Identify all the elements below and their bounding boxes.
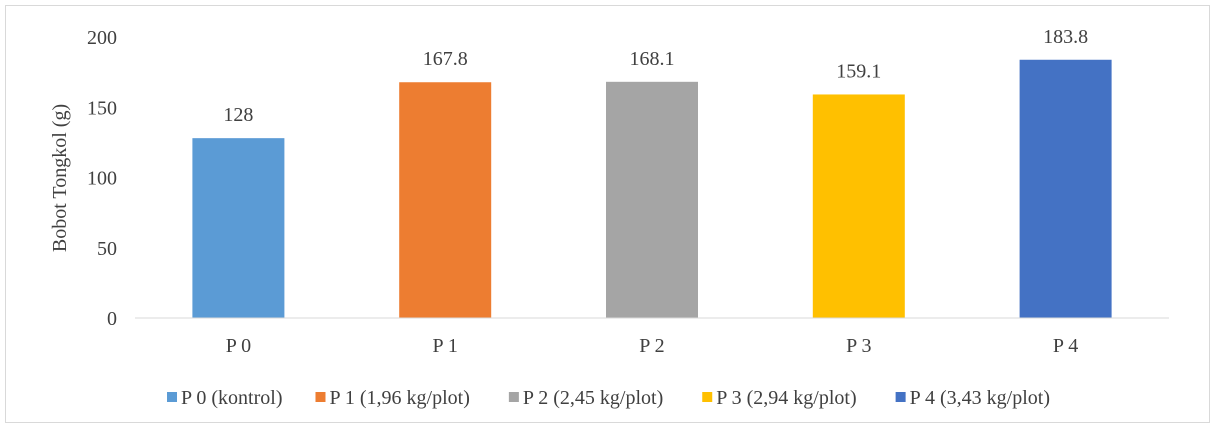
x-tick-label: P 2 bbox=[639, 335, 664, 357]
x-tick-label: P 3 bbox=[846, 335, 871, 357]
legend-swatch bbox=[167, 392, 178, 402]
legend-label: P 3 (2,94 kg/plot) bbox=[716, 387, 856, 409]
y-tick-label: 0 bbox=[107, 308, 117, 330]
legend-label: P 2 (2,45 kg/plot) bbox=[523, 387, 663, 409]
legend-swatch bbox=[702, 392, 713, 402]
y-tick-label: 100 bbox=[87, 168, 117, 190]
data-label: 167.8 bbox=[423, 48, 468, 70]
bar bbox=[192, 138, 285, 318]
legend-label: P 0 (kontrol) bbox=[181, 387, 282, 409]
x-tick-label: P 4 bbox=[1053, 335, 1078, 357]
legend-swatch bbox=[895, 392, 906, 402]
bar bbox=[812, 94, 905, 318]
legend-label: P 1 (1,96 kg/plot) bbox=[329, 387, 469, 409]
y-tick-label: 50 bbox=[97, 238, 117, 260]
legend-swatch bbox=[508, 392, 519, 402]
y-tick-label: 150 bbox=[87, 97, 117, 119]
legend-label: P 4 (3,43 kg/plot) bbox=[910, 387, 1050, 409]
y-axis-title: Bobot Tongkol (g) bbox=[49, 104, 71, 252]
legend-swatch bbox=[315, 392, 326, 402]
x-tick-label: P 1 bbox=[433, 335, 458, 357]
data-label: 168.1 bbox=[630, 48, 675, 70]
bar bbox=[1019, 59, 1112, 319]
x-tick-label: P 0 bbox=[226, 335, 251, 357]
data-label: 159.1 bbox=[836, 60, 881, 82]
data-label: 128 bbox=[223, 104, 253, 126]
bar bbox=[399, 82, 492, 318]
data-label: 183.8 bbox=[1043, 26, 1088, 48]
y-tick-label: 200 bbox=[87, 27, 117, 49]
bar bbox=[606, 81, 698, 318]
